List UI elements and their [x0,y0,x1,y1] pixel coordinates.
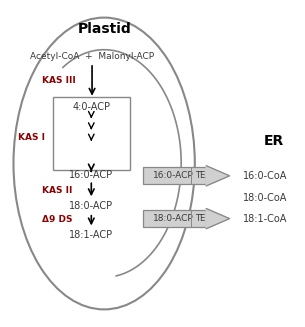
Text: 18:0-ACP: 18:0-ACP [153,214,194,223]
Text: 18:1-CoA: 18:1-CoA [243,214,288,224]
Text: KAS II: KAS II [42,186,73,195]
Text: 4:0-ACP: 4:0-ACP [72,102,110,112]
Text: 18:0-CoA: 18:0-CoA [243,193,288,202]
Text: 16:0-ACP: 16:0-ACP [153,171,194,180]
Text: TE: TE [195,171,205,180]
Text: ER: ER [263,134,284,148]
Text: Plastid: Plastid [77,22,131,36]
Text: Δ9 DS: Δ9 DS [42,215,73,224]
Polygon shape [206,166,230,186]
Text: 16:0-ACP: 16:0-ACP [69,170,113,180]
Bar [143,167,206,184]
Text: Acetyl-CoA  +  Malonyl-ACP: Acetyl-CoA + Malonyl-ACP [30,52,154,61]
Text: 18:0-ACP: 18:0-ACP [69,201,113,211]
Text: 18:1-ACP: 18:1-ACP [69,230,113,240]
Text: KAS I: KAS I [18,133,45,142]
Polygon shape [206,209,230,229]
Text: TE: TE [195,214,205,223]
Text: KAS III: KAS III [42,76,76,85]
Text: 16:0-CoA: 16:0-CoA [243,171,288,181]
Bar [143,210,206,227]
